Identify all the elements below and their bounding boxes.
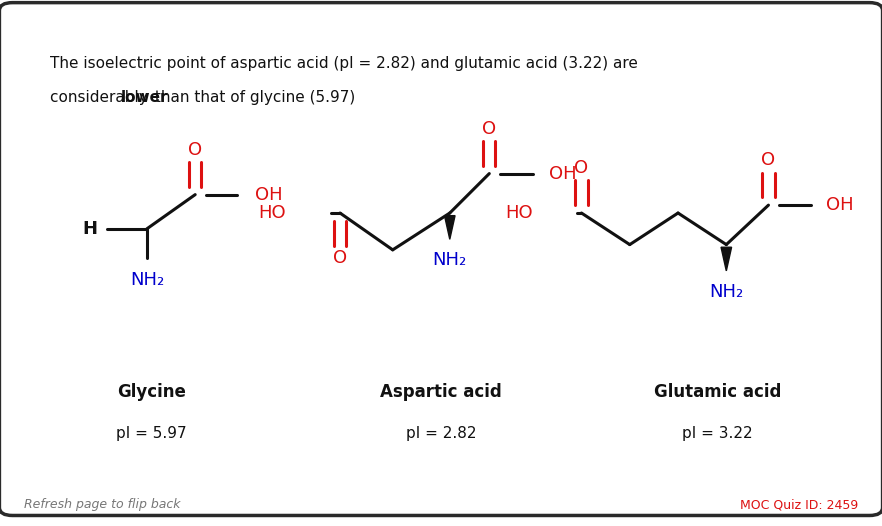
Text: O: O xyxy=(333,249,348,267)
Text: Glycine: Glycine xyxy=(116,383,186,401)
Text: O: O xyxy=(761,151,775,169)
Text: Aspartic acid: Aspartic acid xyxy=(380,383,502,401)
Text: NH₂: NH₂ xyxy=(130,271,164,289)
FancyBboxPatch shape xyxy=(0,3,882,515)
Text: OH: OH xyxy=(549,165,577,183)
Text: OH: OH xyxy=(255,186,282,204)
Text: O: O xyxy=(574,159,588,177)
Text: NH₂: NH₂ xyxy=(433,251,467,269)
Text: O: O xyxy=(482,120,497,138)
Text: pI = 3.22: pI = 3.22 xyxy=(682,427,753,441)
Text: The isoelectric point of aspartic acid (pI = 2.82) and glutamic acid (3.22) are: The isoelectric point of aspartic acid (… xyxy=(50,56,639,71)
Polygon shape xyxy=(721,247,731,271)
Text: than that of glycine (5.97): than that of glycine (5.97) xyxy=(150,90,355,105)
Text: considerably: considerably xyxy=(50,90,153,105)
Text: Refresh page to flip back: Refresh page to flip back xyxy=(24,498,181,511)
Text: H: H xyxy=(82,220,97,238)
Text: NH₂: NH₂ xyxy=(709,283,744,301)
Text: pI = 2.82: pI = 2.82 xyxy=(406,427,476,441)
Text: HO: HO xyxy=(258,204,286,222)
Text: pI = 5.97: pI = 5.97 xyxy=(116,427,187,441)
Text: O: O xyxy=(188,141,202,159)
Polygon shape xyxy=(445,216,455,239)
Text: MOC Quiz ID: 2459: MOC Quiz ID: 2459 xyxy=(740,498,858,511)
Text: OH: OH xyxy=(826,196,853,214)
Text: lower: lower xyxy=(121,90,168,105)
Text: HO: HO xyxy=(505,204,534,222)
Text: Glutamic acid: Glutamic acid xyxy=(654,383,781,401)
